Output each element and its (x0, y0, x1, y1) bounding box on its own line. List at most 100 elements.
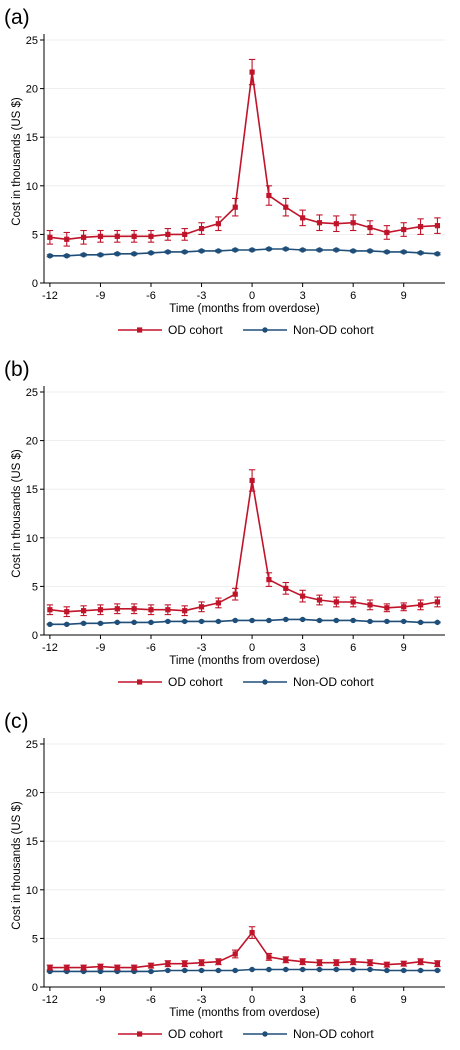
non-od-point (97, 620, 104, 627)
non-od-point (417, 619, 424, 626)
non-od-point (47, 621, 53, 628)
non-od-point (215, 248, 222, 254)
non-od-point (131, 251, 137, 257)
y-tick-label: 25 (26, 387, 38, 399)
legend: OD cohort Non-OD cohort (118, 323, 374, 337)
od-point (266, 192, 272, 199)
non-od-point (181, 249, 188, 255)
od-point (232, 591, 238, 597)
non-od-point (114, 619, 120, 626)
od-point (300, 959, 306, 965)
y-tick-label: 5 (32, 933, 38, 945)
non-od-point (97, 968, 104, 975)
y-axis-title: Cost in thousands (US $) (11, 97, 23, 226)
non-od-point (80, 620, 87, 627)
od-point (64, 609, 70, 615)
chart-svg-c: (c) 0 5 10 15 20 25 -12 -9 -6 -3 0 3 6 9 Time (months f… (4, 710, 445, 1041)
od-point (350, 959, 356, 965)
x-tick-label: -9 (96, 642, 106, 654)
od-point (165, 961, 171, 967)
y-tick-label: 20 (26, 84, 38, 96)
legend-label: OD cohort (168, 675, 223, 689)
od-point (131, 964, 137, 971)
non-od-point (165, 967, 171, 974)
legend-marker (137, 679, 143, 685)
od-point (215, 221, 221, 227)
od-point (198, 604, 205, 610)
non-od-point (198, 618, 205, 625)
od-point (367, 224, 373, 231)
non-od-point (232, 617, 238, 624)
non-od-point (131, 619, 137, 626)
od-point (114, 964, 120, 971)
non-od-point (384, 967, 390, 974)
od-point (165, 231, 171, 237)
legend-marker (262, 327, 268, 333)
non-od-series-line (49, 618, 438, 626)
od-point (316, 960, 323, 966)
y-tick-label: 10 (26, 885, 38, 897)
non-od-point (367, 248, 373, 254)
legend-label: Non-OD cohort (293, 1027, 374, 1041)
non-od-point (148, 250, 154, 256)
od-point (131, 606, 137, 612)
od-point (47, 234, 53, 240)
od-point (215, 600, 221, 606)
non-od-point (299, 247, 306, 253)
od-point (80, 608, 87, 614)
non-od-point (249, 247, 255, 253)
legend-label: Non-OD cohort (293, 323, 374, 337)
non-od-point (350, 617, 356, 624)
y-tick-label: 0 (32, 630, 38, 642)
x-tick-label: 3 (300, 994, 306, 1006)
y-axis-title: Cost in thousands (US $) (11, 801, 23, 930)
y-tick-label: 5 (32, 229, 38, 241)
od-point (266, 576, 272, 583)
non-od-series-line (49, 248, 438, 257)
y-tick-label: 10 (26, 181, 38, 193)
non-od-point (434, 251, 441, 257)
x-tick-label: -6 (146, 642, 156, 654)
legend-label: OD cohort (168, 323, 223, 337)
x-tick-label: -6 (146, 290, 156, 302)
non-od-point (64, 253, 70, 259)
non-od-point (316, 617, 323, 624)
od-point (249, 929, 255, 936)
non-od-point (148, 968, 154, 975)
od-point (148, 233, 154, 239)
od-point (434, 599, 441, 605)
y-tick-label: 15 (26, 836, 38, 848)
x-tick-label: 0 (249, 290, 255, 302)
x-tick-label: -12 (42, 994, 58, 1006)
non-od-series (46, 966, 441, 975)
legend-label: Non-OD cohort (293, 675, 374, 689)
od-point (64, 236, 70, 242)
legend-marker (262, 679, 268, 685)
non-od-point (198, 967, 205, 974)
od-point (401, 961, 407, 967)
od-point (333, 599, 339, 605)
od-point (367, 960, 373, 966)
od-series-line (49, 480, 438, 613)
legend-marker (262, 1031, 268, 1037)
panel-label-c: (c) (4, 710, 29, 733)
od-point (182, 231, 188, 237)
od-point (283, 585, 289, 591)
x-tick-label: 6 (350, 642, 356, 654)
od-point (215, 959, 221, 965)
non-od-point (249, 966, 255, 973)
od-point (97, 963, 104, 970)
non-od-point (350, 248, 356, 254)
x-tick-label: 0 (249, 994, 255, 1006)
od-point (80, 964, 87, 971)
od-point (384, 605, 390, 611)
od-point (417, 602, 424, 608)
non-od-point (283, 616, 289, 623)
chart-panel-b: (b) 0 5 10 15 20 25 -12 -9 -6 -3 0 3 6 9 Time (months f… (0, 352, 460, 697)
od-point (114, 233, 120, 239)
non-od-point (266, 966, 272, 973)
od-point (384, 962, 390, 968)
non-od-point (316, 966, 323, 973)
od-point (165, 607, 171, 613)
non-od-point (181, 967, 188, 974)
